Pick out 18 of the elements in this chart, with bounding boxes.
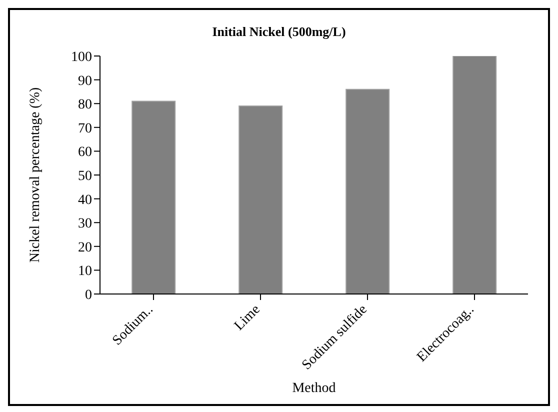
bar: [132, 100, 176, 294]
y-tick-label: 50: [78, 168, 92, 184]
y-tick-label: 80: [78, 98, 92, 113]
y-tick-label: 20: [78, 240, 92, 256]
y-tick-label: 30: [78, 216, 92, 232]
y-axis-title: Nickel removal percentage (%): [28, 87, 43, 263]
y-tick-label: 60: [78, 145, 92, 160]
x-axis-title: Method: [292, 381, 336, 396]
y-tick-label: 70: [78, 121, 92, 136]
y-tick-label: 0: [85, 288, 92, 303]
y-tick-label: 90: [78, 74, 92, 89]
y-tick-label: 100: [71, 50, 92, 65]
chart-title: Initial Nickel (500mg/L): [211, 24, 347, 40]
y-tick-label: 10: [78, 264, 92, 280]
y-tick-label: 40: [78, 192, 92, 208]
bar: [452, 56, 497, 294]
bar: [346, 88, 390, 294]
bar: [238, 105, 283, 294]
